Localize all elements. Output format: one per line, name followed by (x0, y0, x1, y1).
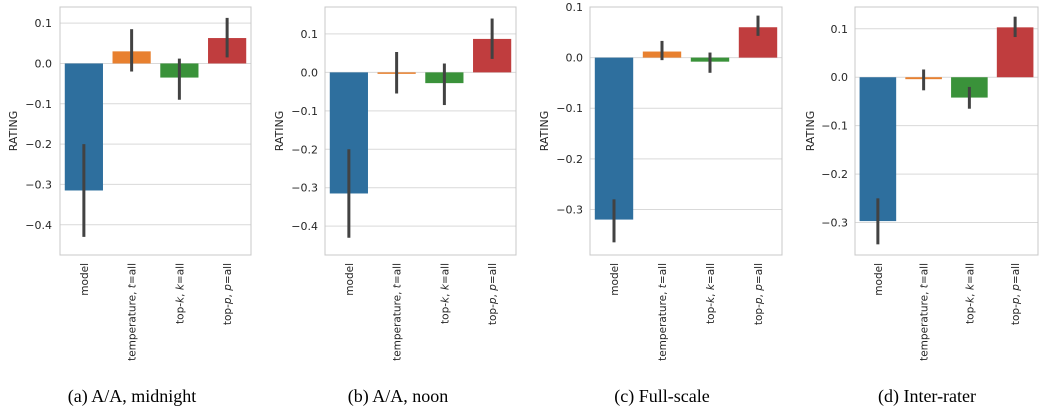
x-tick-label: top-k, k=all (174, 263, 186, 324)
y-tick-label: −0.3 (25, 178, 52, 191)
y-tick-label: −0.2 (291, 143, 318, 156)
caption-a: (a) A/A, midnight (67, 386, 197, 406)
y-tick-label: −0.1 (25, 98, 52, 111)
x-tick-label: top-k, k=all (705, 263, 717, 324)
y-axis-label: RATING (7, 111, 20, 152)
caption-c: (c) Full-scale (614, 386, 710, 406)
y-tick-label: −0.1 (556, 102, 583, 115)
y-tick-label: 0.1 (301, 28, 319, 41)
axes-frame (324, 6, 517, 256)
y-tick-label: 0.1 (831, 23, 849, 36)
model-bar (594, 57, 634, 220)
y-tick-label: −0.2 (821, 168, 848, 181)
y-tick-label: 0.1 (566, 1, 584, 14)
y-tick-label: −0.2 (556, 153, 583, 166)
axes-frame (59, 6, 252, 256)
y-tick-label: 0.0 (566, 52, 584, 65)
y-tick-label: −0.1 (821, 120, 848, 133)
y-tick-label: 0.0 (35, 57, 53, 70)
x-tick-label: top-p, p=all (222, 263, 234, 325)
y-tick-label: 0.1 (35, 17, 53, 30)
x-tick-label: model (79, 263, 91, 296)
model-bar (859, 77, 897, 222)
y-tick-label: −0.3 (821, 217, 848, 230)
y-tick-label: −0.4 (25, 219, 52, 232)
x-tick-label: top-p, p=all (487, 263, 499, 325)
y-tick-label: 0.0 (831, 71, 849, 84)
x-tick-label: model (344, 263, 356, 296)
x-tick-label: temperature, t=all (919, 263, 931, 361)
x-tick-label: model (873, 263, 885, 296)
x-tick-label: top-k, k=all (439, 263, 451, 324)
y-axis-label: RATING (538, 111, 551, 152)
y-tick-label: −0.1 (291, 105, 318, 118)
x-tick-label: temperature, t=all (657, 263, 669, 361)
x-tick-label: top-p, p=all (753, 263, 765, 325)
x-tick-label: top-k, k=all (964, 263, 976, 324)
y-tick-label: 0.0 (301, 66, 319, 79)
x-tick-label: temperature, t=all (392, 263, 404, 361)
y-tick-label: −0.3 (291, 182, 318, 195)
caption-b: (b) A/A, noon (347, 386, 449, 406)
x-tick-label: model (609, 263, 621, 296)
axes-frame (854, 6, 1039, 256)
caption-d: (d) Inter-rater (877, 386, 977, 406)
x-tick-label: top-p, p=all (1010, 263, 1022, 325)
y-axis-label: RATING (804, 111, 817, 152)
y-tick-label: −0.3 (556, 203, 583, 216)
y-tick-label: −0.4 (291, 220, 318, 233)
y-axis-label: RATING (273, 111, 286, 152)
x-tick-label: temperature, t=all (127, 263, 139, 361)
y-tick-label: −0.2 (25, 138, 52, 151)
axes-frame (589, 6, 783, 256)
